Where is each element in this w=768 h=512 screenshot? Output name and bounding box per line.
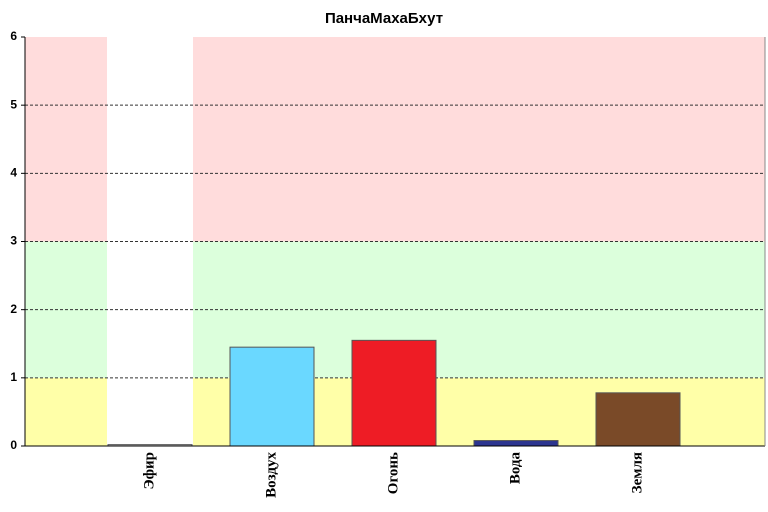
x-tick-label: Земля (629, 452, 645, 493)
x-tick-label: Огонь (385, 452, 401, 494)
y-tick-label: 1 (10, 370, 17, 384)
x-tick-label: Вода (507, 452, 523, 485)
bar (595, 392, 681, 447)
y-tick-label: 3 (10, 234, 17, 248)
x-tick-label: Воздух (263, 452, 279, 498)
y-tick-label: 2 (10, 302, 17, 316)
y-tick-label: 0 (10, 438, 17, 452)
y-tick-label: 5 (10, 97, 17, 111)
x-tick-label: Эфир (141, 452, 157, 490)
bar (351, 339, 437, 447)
chart-title: ПанчаМахаБхут (325, 10, 443, 27)
y-tick-label: 6 (10, 29, 17, 43)
bar (229, 346, 315, 447)
bar (473, 440, 559, 447)
y-tick-label: 4 (10, 166, 17, 180)
